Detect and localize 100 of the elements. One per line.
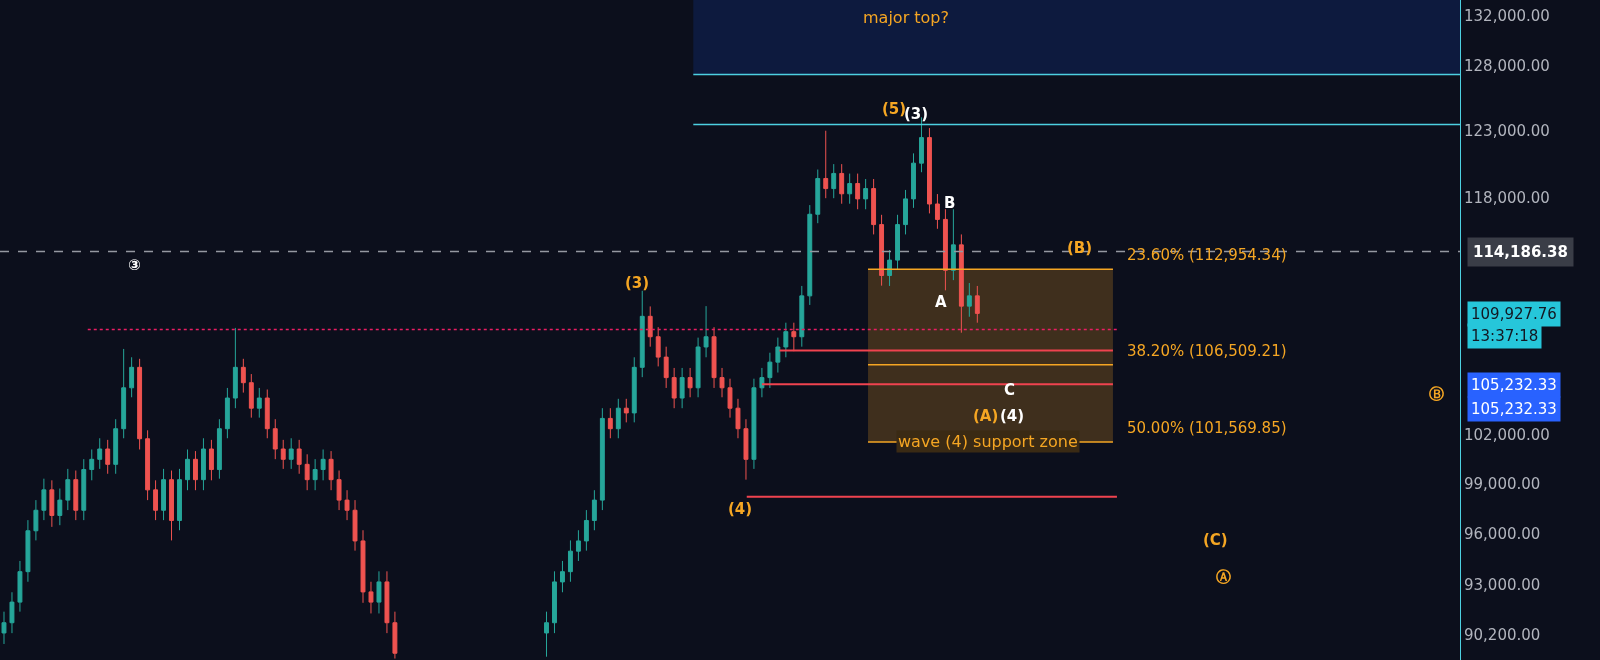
candlestick (695, 337, 701, 398)
y-tick-label: 132,000.00 (1464, 7, 1550, 26)
candlestick (759, 367, 765, 398)
candlestick (105, 439, 111, 475)
band-label: wave (4) support zone (898, 432, 1078, 451)
candlestick (248, 373, 254, 419)
annotation: (B) (1067, 239, 1093, 257)
candlestick (583, 509, 589, 552)
text: 109,927.76 (1471, 305, 1557, 323)
candlestick (966, 282, 972, 318)
candlestick (927, 127, 932, 214)
candlestick (807, 204, 813, 306)
candlestick (264, 389, 270, 439)
candlestick (599, 407, 605, 511)
candlestick (711, 326, 717, 389)
candlestick (775, 337, 781, 374)
candlestick (193, 450, 198, 491)
candlestick (320, 448, 326, 481)
candlestick (679, 367, 685, 409)
candlestick (631, 356, 637, 423)
candlestick (328, 450, 334, 491)
ref-line-label: 114,186.38 (1473, 243, 1568, 261)
candlestick (216, 418, 222, 480)
annotation: (3) (904, 105, 929, 123)
candlestick (129, 356, 135, 398)
candlestick (97, 437, 103, 470)
candlestick (687, 367, 693, 398)
candlestick (1, 611, 7, 645)
ref-line-label: 50.00% (101,569.85) (1127, 419, 1287, 437)
candlestick (25, 519, 31, 583)
candlestick (942, 208, 948, 291)
y-tick-label: 123,000.00 (1464, 121, 1550, 140)
candlestick (815, 169, 821, 224)
candlestick (879, 214, 885, 287)
annotation: Ⓑ (1429, 385, 1444, 403)
candlestick (544, 611, 549, 658)
candlestick (560, 560, 565, 593)
candlestick (89, 448, 95, 481)
band-label: major top? (863, 8, 949, 27)
candlestick (169, 470, 174, 541)
candlestick (703, 305, 709, 358)
candlestick (783, 322, 789, 358)
y-tick-label: 96,000.00 (1464, 524, 1541, 543)
candlestick (272, 418, 278, 460)
candlestick (751, 378, 757, 470)
annotation: ③ (128, 256, 141, 274)
candlestick (288, 437, 294, 470)
candlestick (615, 398, 621, 439)
y-tick-label: 128,000.00 (1464, 57, 1550, 76)
candlestick (911, 152, 916, 209)
candlestick (895, 214, 900, 271)
candlestick (113, 418, 119, 475)
candlestick (185, 448, 190, 491)
candlestick (208, 439, 214, 481)
y-tick-label: 118,000.00 (1464, 189, 1550, 208)
candlestick (863, 178, 869, 210)
candlestick (655, 326, 661, 367)
candlestick (552, 570, 557, 634)
candlestick (137, 358, 143, 450)
candlestick (161, 468, 167, 521)
candlestick (33, 499, 39, 541)
candlestick (240, 358, 246, 394)
candlestick (360, 529, 366, 604)
candlestick (591, 489, 597, 531)
candlestick (958, 233, 964, 334)
candlestick (607, 407, 613, 439)
y-tick-label: 99,000.00 (1464, 474, 1541, 493)
candlestick (336, 470, 342, 511)
annotation: B (944, 194, 956, 212)
candlestick (200, 437, 206, 491)
annotation: (4) (728, 500, 753, 518)
candlestick (671, 367, 677, 409)
annotation: (A) (973, 407, 999, 425)
candlestick (727, 378, 733, 419)
ref-line-label: 38.20% (106,509.21) (1127, 342, 1287, 360)
annotation: A (935, 293, 947, 311)
candlestick (934, 193, 940, 230)
candlestick (871, 178, 877, 235)
candlestick (153, 479, 159, 521)
candlestick (81, 458, 87, 521)
candlestick (639, 290, 645, 378)
candlestick (719, 367, 725, 398)
candlestick (799, 285, 805, 348)
candlestick (17, 560, 23, 613)
candlestick (73, 470, 79, 521)
candlestick (304, 453, 310, 491)
candlestick (791, 322, 797, 352)
candlestick (903, 189, 908, 235)
candlestick (9, 591, 15, 634)
candlestick (623, 398, 629, 423)
text: 13:37:18 (1471, 327, 1539, 345)
candlestick (950, 208, 956, 281)
candlestick (384, 570, 390, 634)
candlestick (121, 348, 127, 439)
candlestick (177, 468, 182, 531)
y-tick-label: 93,000.00 (1464, 576, 1541, 595)
candlestick (847, 173, 853, 205)
annotation: (4) (1000, 407, 1025, 425)
candlestick (280, 439, 286, 470)
candlestick (735, 398, 741, 439)
